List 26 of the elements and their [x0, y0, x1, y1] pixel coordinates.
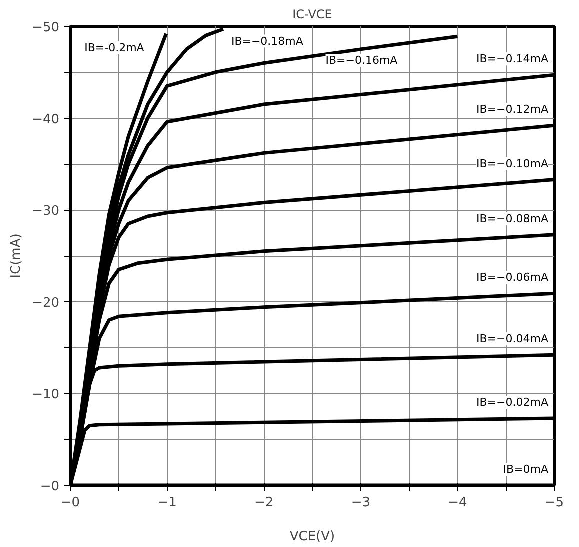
- series-label: IB=−0.08mA: [476, 212, 549, 226]
- series-label: IB=−0.18mA: [231, 34, 304, 48]
- x-tick-label: −2: [254, 496, 274, 510]
- y-tick-label: −50: [32, 20, 60, 36]
- x-tick-label: −4: [448, 496, 468, 510]
- x-tick-label: −5: [544, 496, 564, 510]
- x-axis-title: VCE(V): [290, 530, 336, 544]
- series-label: IB=0mA: [503, 463, 549, 476]
- x-tick-label: −3: [351, 496, 370, 510]
- series-label: IB=−0.04mA: [476, 332, 549, 346]
- series-label: IB=−0.16mA: [326, 54, 398, 68]
- y-axis-title: IC(mA): [9, 234, 24, 278]
- chart-title: IC-VCE: [292, 8, 332, 22]
- series-label: IB=-0.2mA: [84, 41, 145, 54]
- x-tick-label: −0: [60, 496, 80, 510]
- y-tick-label: −10: [32, 388, 60, 403]
- series-label: IB=−0.12mA: [476, 103, 549, 116]
- series-label: IB=−0.02mA: [476, 396, 549, 409]
- y-tick-label: −20: [32, 296, 60, 311]
- y-tick-label: −30: [32, 204, 60, 220]
- y-tick-label: −0: [40, 480, 60, 494]
- series-label: IB=−0.06mA: [476, 271, 549, 284]
- series-label: IB=−0.10mA: [476, 157, 549, 170]
- series-label: IB=−0.14mA: [476, 52, 549, 66]
- y-tick-label: −40: [32, 112, 60, 128]
- x-tick-label: −1: [158, 496, 177, 510]
